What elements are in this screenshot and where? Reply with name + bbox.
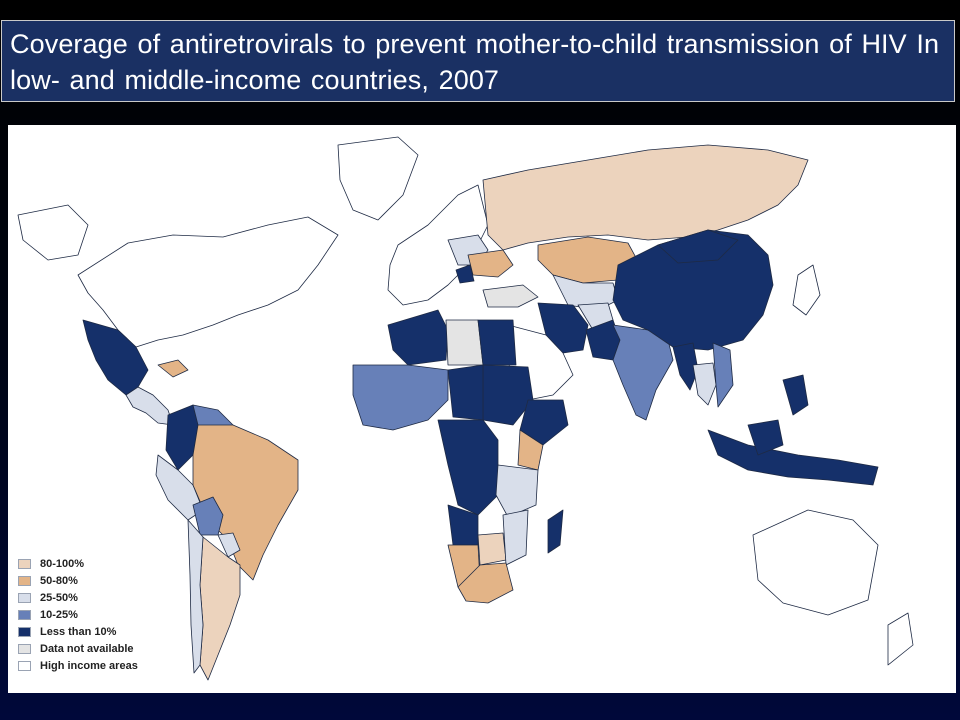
region-japan [792, 264, 821, 316]
legend-item: Less than 10% [18, 623, 228, 640]
map-panel: 80-100% 50-80% 25-50% 10-25% Less than 1… [8, 125, 956, 693]
region-ukraine [467, 249, 514, 278]
legend-label: Less than 10% [40, 625, 117, 638]
world-map [17, 136, 914, 681]
region-borneo [747, 419, 784, 456]
region-philippines [782, 374, 809, 416]
legend-swatch [18, 575, 31, 586]
region-alaska [17, 204, 89, 261]
region-indonesia [707, 429, 879, 486]
legend-item: 80-100% [18, 555, 228, 572]
region-myanmar [672, 342, 699, 391]
legend-swatch [18, 626, 31, 637]
region-vietnam [712, 342, 734, 408]
region-south-africa [457, 562, 514, 604]
region-central-america [125, 386, 174, 426]
region-egypt [477, 319, 517, 366]
region-australia [752, 509, 879, 616]
region-ethiopia [519, 399, 569, 446]
legend-label: 80-100% [40, 557, 85, 570]
legend-item: High income areas [18, 657, 228, 674]
region-botswana [477, 532, 507, 566]
legend: 80-100% 50-80% 25-50% 10-25% Less than 1… [18, 555, 228, 674]
region-central-africa [437, 419, 499, 516]
legend-item: Data not available [18, 640, 228, 657]
region-caribbean [157, 359, 189, 378]
legend-swatch [18, 592, 31, 603]
region-east-africa [495, 464, 539, 518]
legend-label: High income areas [40, 659, 138, 672]
legend-label: 10-25% [40, 608, 78, 621]
region-bolivia [192, 496, 224, 536]
region-brazil [192, 424, 299, 581]
region-new-zealand [887, 612, 914, 666]
region-chad [447, 364, 484, 421]
map-title: Coverage of antiretrovirals to prevent m… [10, 29, 940, 95]
region-turkey [482, 284, 539, 308]
region-mongolia [657, 229, 739, 264]
title-box: Coverage of antiretrovirals to prevent m… [1, 20, 955, 102]
legend-label: 25-50% [40, 591, 78, 604]
legend-item: 50-80% [18, 572, 228, 589]
region-north-africa-west [387, 309, 449, 366]
region-thailand [692, 362, 717, 406]
legend-swatch [18, 660, 31, 671]
region-north-america [77, 216, 339, 348]
legend-swatch [18, 558, 31, 569]
region-russia [482, 144, 809, 251]
legend-item: 25-50% [18, 589, 228, 606]
region-balkans [455, 264, 475, 284]
region-china [612, 229, 774, 351]
legend-swatch [18, 643, 31, 654]
legend-label: Data not available [40, 642, 134, 655]
region-madagascar [547, 509, 564, 554]
legend-item: 10-25% [18, 606, 228, 623]
region-paraguay [217, 532, 241, 558]
region-chile [187, 519, 204, 674]
legend-label: 50-80% [40, 574, 78, 587]
legend-swatch [18, 609, 31, 620]
region-libya [445, 319, 484, 366]
region-mozambique [502, 509, 529, 566]
region-greenland [337, 136, 419, 221]
region-west-africa [352, 364, 449, 431]
